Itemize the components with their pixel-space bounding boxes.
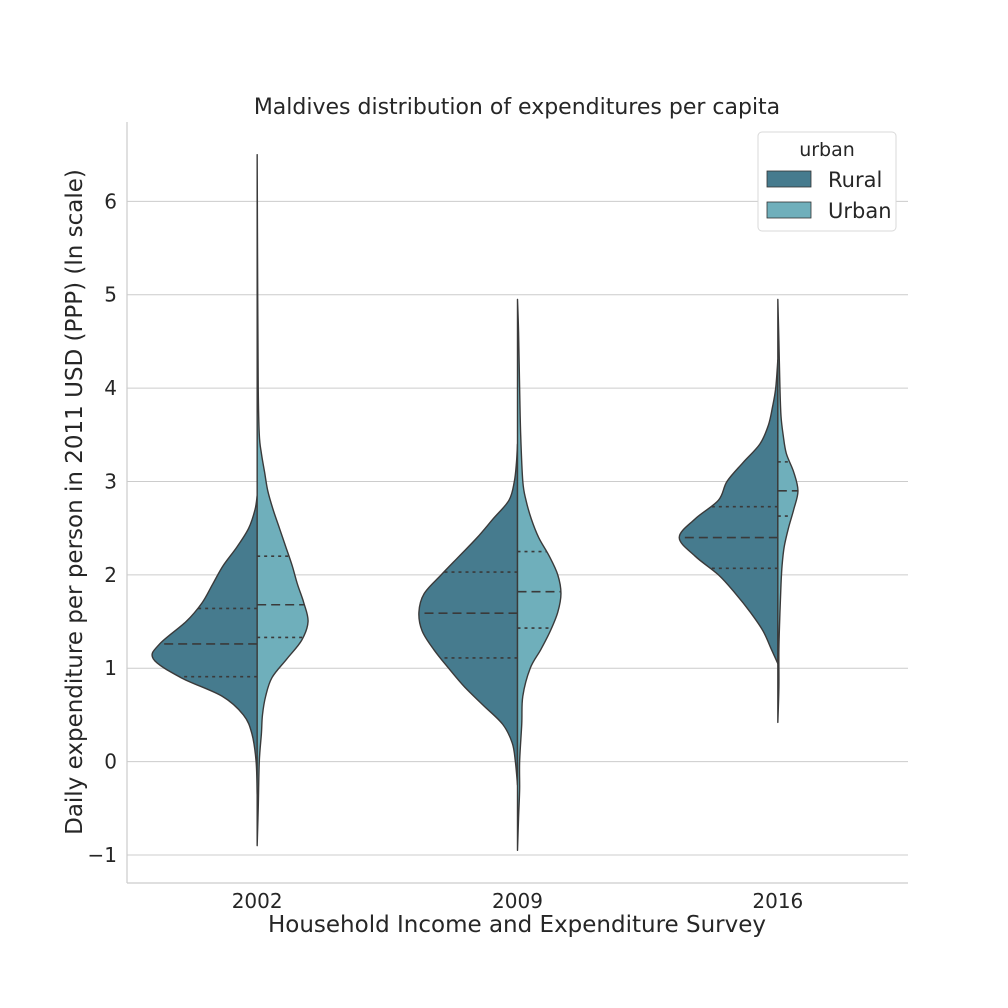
x-axis-label: Household Income and Expenditure Survey [268,912,766,938]
legend-label-rural: Rural [828,168,882,192]
chart-title: Maldives distribution of expenditures pe… [254,95,780,120]
violin-urban-2009 [516,298,562,852]
x-tick-label-2016: 2016 [752,889,803,913]
y-tick-label-3: 3 [104,469,117,493]
y-tick-label-4: 4 [104,376,117,400]
legend-swatch-rural [766,170,812,188]
violin-rural-2009 [418,443,519,786]
y-tick-label-2: 2 [104,563,117,587]
x-tick-label-2002: 2002 [232,889,283,913]
violin-urban-2016 [777,298,799,724]
legend: urban Rural Urban [757,131,897,232]
legend-title: urban [799,139,855,161]
y-tick-label-1: 1 [104,656,117,680]
axes [126,122,908,884]
legend-swatch-urban [766,201,812,219]
y-tick-labels: −1 0 1 2 3 4 5 6 [88,189,117,867]
x-tick-labels: 2002 2009 2016 [232,889,804,913]
violin-urban-2002 [256,153,309,847]
y-axis-label: Daily expenditure per person in 2011 USD… [62,169,88,835]
legend-label-urban: Urban [828,199,892,223]
y-tick-label-6: 6 [104,189,117,213]
y-tick-label-5: 5 [104,283,117,307]
violins [151,153,799,852]
y-tick-label-0: 0 [104,750,117,774]
violin-rural-2016 [678,359,779,665]
y-tick-label--1: −1 [88,843,117,867]
violin-rural-2002 [151,494,258,795]
x-tick-label-2009: 2009 [492,889,543,913]
